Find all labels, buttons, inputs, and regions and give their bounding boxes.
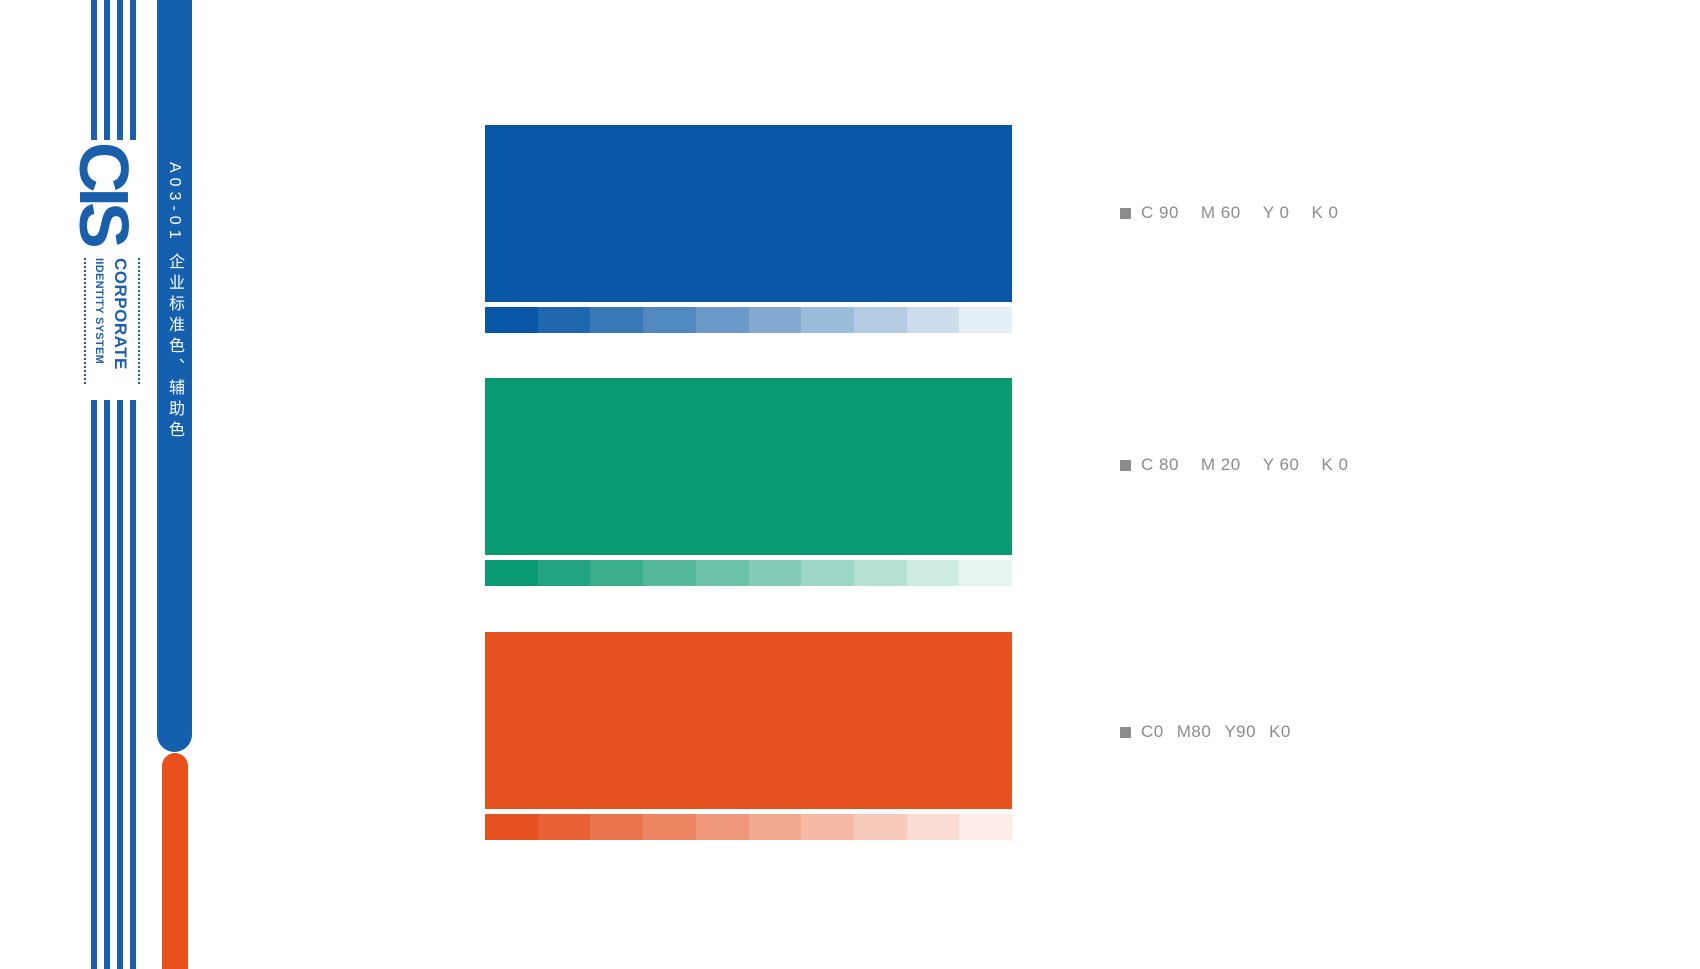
square-bullet-icon [1120,207,1131,219]
square-bullet-icon [1120,459,1131,471]
tint-cell [906,560,960,586]
cmyk-value: C 90 [1141,203,1179,222]
color-row: C 90 M 60 Y 0 K 0 [485,125,1338,333]
cmyk-value: M 60 [1200,203,1241,222]
cmyk-label: C 80 M 20 Y 60 K 0 [1120,455,1348,475]
tint-cell [959,560,1013,586]
stripe [104,400,110,969]
tint-cell [801,560,854,586]
tint-cell [590,307,644,333]
corporate-caption-line2: IIDENTITY SYSTEM [93,258,105,365]
cmyk-label: C0 M80 Y90 K0 [1120,722,1304,742]
color-swatch [485,378,1012,555]
tint-cell [748,307,802,333]
tint-cell [959,307,1013,333]
tint-strip [485,307,1013,333]
stripe [117,0,123,140]
color-swatch [485,632,1012,809]
stripes-top [91,0,136,140]
tint-cell [959,814,1013,840]
cmyk-value: M80 [1176,722,1212,741]
square-bullet-icon [1120,726,1131,738]
stripe [91,400,97,969]
tint-cell [801,307,854,333]
tint-cell [537,814,591,840]
cmyk-value: C 80 [1141,455,1179,474]
tint-cell [485,307,538,333]
tint-cell [537,560,591,586]
stripe [91,0,97,140]
accent-bar [162,753,188,969]
tint-cell [748,560,802,586]
cis-logo-text: CIS [65,142,143,244]
cmyk-value: K0 [1269,722,1291,741]
tint-cell [801,814,854,840]
section-index-text: A03-01 企业标准色、辅助色 [166,162,183,443]
stripe [130,0,136,140]
tint-cell [695,560,749,586]
cmyk-label: C 90 M 60 Y 0 K 0 [1120,203,1338,223]
tint-cell [590,814,644,840]
tint-cell [853,307,907,333]
corporate-caption-line1: CORPORATE [111,258,130,370]
tint-cell [695,307,749,333]
tint-cell [906,307,960,333]
section-index-bar: A03-01 企业标准色、辅助色 [157,0,192,752]
tint-cell [590,560,644,586]
tint-cell [643,814,696,840]
color-swatch [485,125,1012,302]
tint-cell [853,814,907,840]
stripes-bottom [91,400,136,969]
cmyk-value: C0 [1141,722,1164,741]
tint-cell [695,814,749,840]
cmyk-value: Y 0 [1262,203,1290,222]
stripe [130,400,136,969]
cmyk-value: Y 60 [1262,455,1300,474]
color-row: C0 M80 Y90 K0 [485,632,1290,840]
cmyk-value: K 0 [1321,455,1349,474]
tint-strip [485,560,1013,586]
stripe [104,0,110,140]
corporate-caption: CORPORATE IIDENTITY SYSTEM [84,258,140,384]
tint-cell [643,307,696,333]
tint-cell [485,560,538,586]
tint-cell [485,814,538,840]
tint-cell [906,814,960,840]
cmyk-value: M 20 [1200,455,1241,474]
cmyk-value: Y90 [1224,722,1257,741]
stripe [117,400,123,969]
cmyk-value: K 0 [1311,203,1339,222]
tint-cell [537,307,591,333]
tint-cell [643,560,696,586]
color-row: C 80 M 20 Y 60 K 0 [485,378,1348,586]
tint-strip [485,814,1013,840]
tint-cell [853,560,907,586]
tint-cell [748,814,802,840]
